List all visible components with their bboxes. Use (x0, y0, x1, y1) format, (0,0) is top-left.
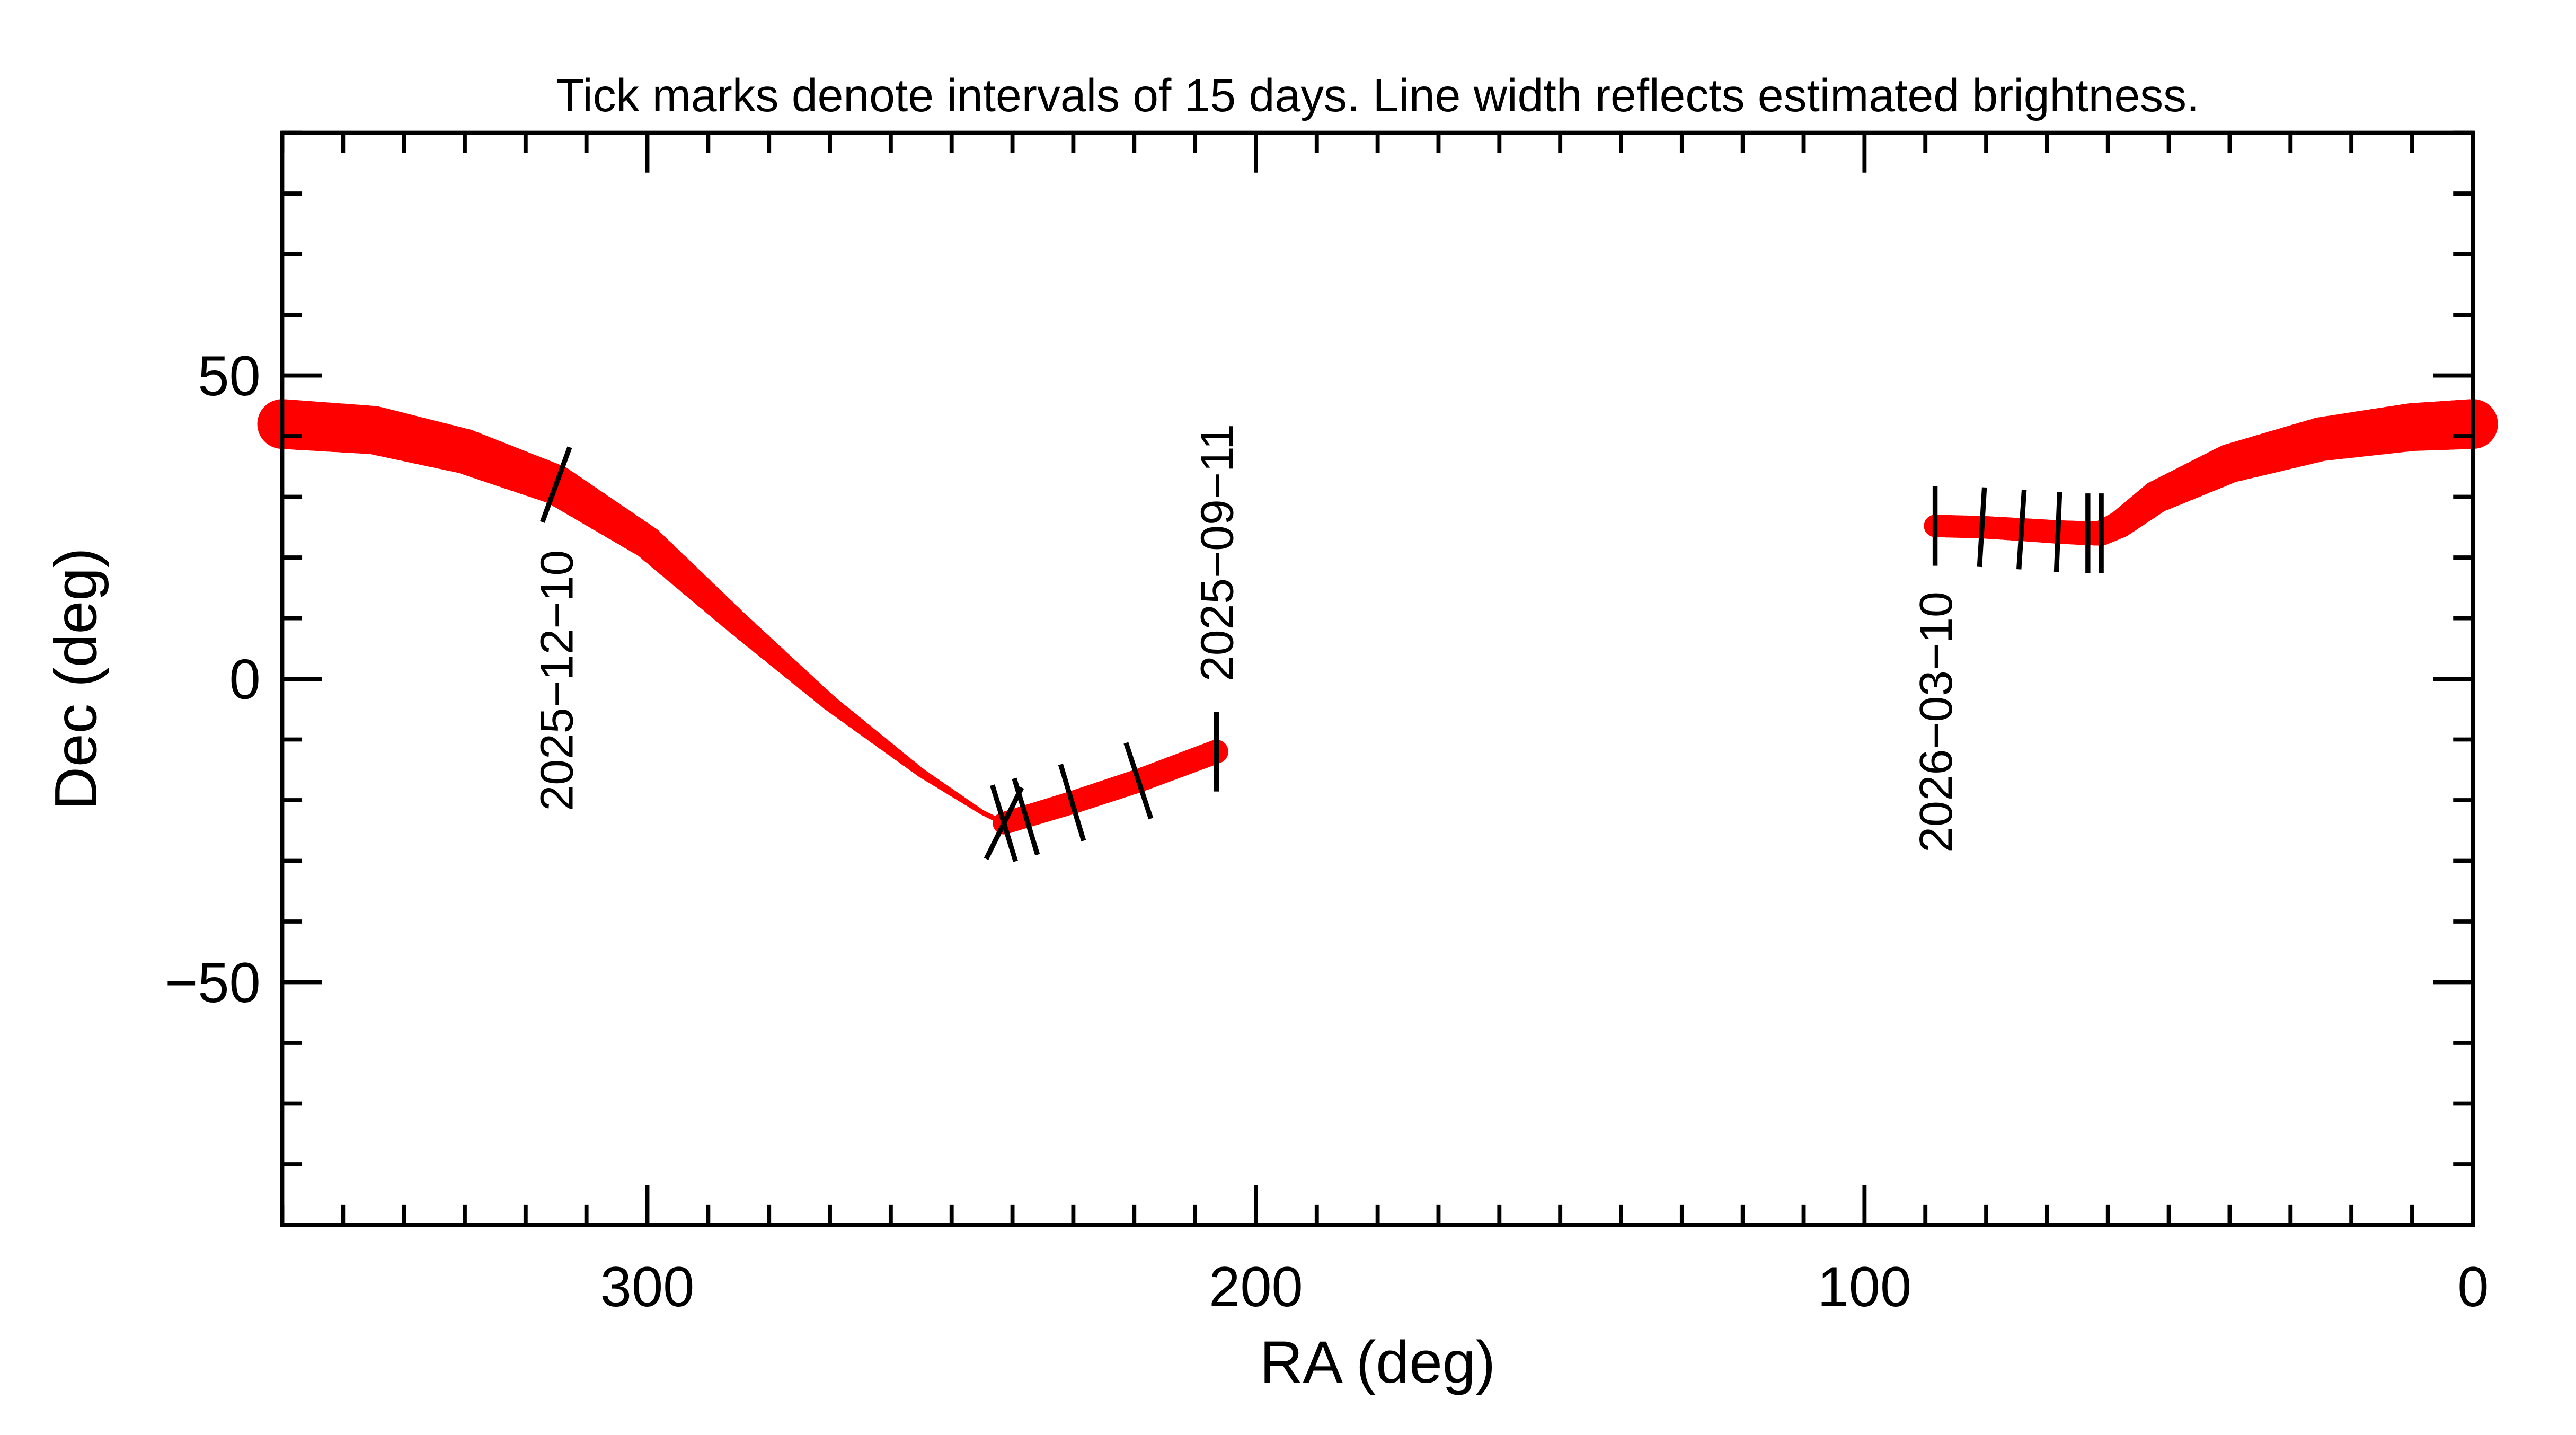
x-tick-label: 200 (1209, 1255, 1303, 1318)
date-label: 2026−03−10 (1910, 591, 1962, 853)
y-tick-label: 50 (198, 344, 260, 408)
date-tick (1977, 487, 1987, 568)
x-tick-label: 100 (1818, 1255, 1912, 1318)
x-axis-label: RA (deg) (1260, 1328, 1495, 1395)
date-tick (2016, 490, 2027, 570)
date-tick (2053, 492, 2062, 572)
y-axis-label: Dec (deg) (42, 547, 109, 810)
x-tick-label: 0 (2457, 1255, 2489, 1318)
y-tick-label: −50 (165, 951, 261, 1014)
x-tick-label: 300 (600, 1255, 695, 1318)
track-series-2 (1924, 399, 2498, 546)
date-label: 2025−09−11 (1191, 424, 1243, 681)
axis-ticks (280, 130, 2475, 1227)
y-tick-label: 0 (229, 648, 261, 711)
date-tick (1058, 764, 1086, 841)
date-tick (1123, 742, 1154, 820)
date-tick (990, 784, 1018, 862)
tick-labels: 300 200 100 0 50 0 −50 (165, 344, 2489, 1318)
chart-title: Tick marks denote intervals of 15 days. … (556, 69, 2199, 121)
plot-frame (280, 130, 2475, 1227)
tracks: 2025−12−10 2025−09−11 2026−03−10 (257, 399, 2498, 862)
track-series-0 (257, 399, 1007, 826)
date-label: 2025−12−10 (531, 550, 583, 811)
date-tick (1012, 777, 1040, 856)
date-tick (540, 446, 572, 523)
track-series-1 (993, 739, 1228, 835)
